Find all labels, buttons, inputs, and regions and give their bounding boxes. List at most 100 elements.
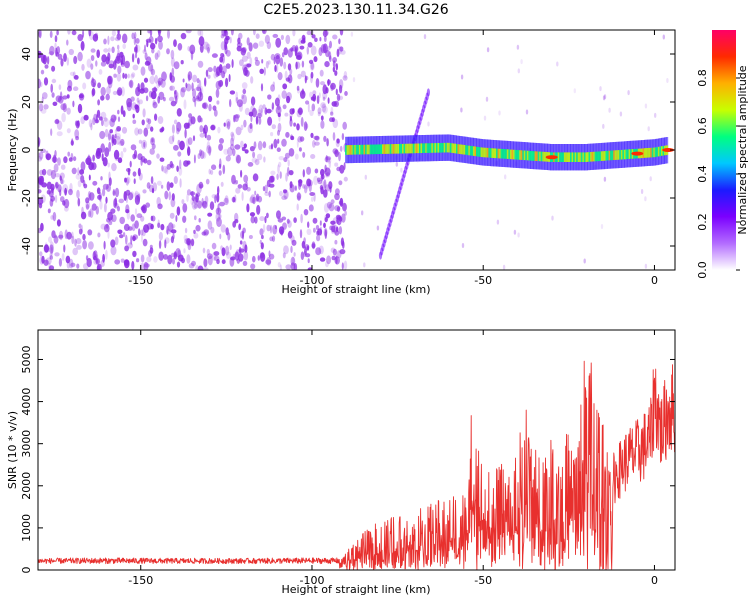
speckle [233, 114, 239, 122]
speckle [249, 122, 253, 129]
speckle [249, 146, 255, 152]
speckle [156, 180, 162, 186]
speckle [326, 255, 332, 265]
speckle [180, 86, 187, 93]
speckle [331, 255, 336, 261]
speckle [110, 114, 117, 123]
speckle [119, 234, 124, 239]
speckle [96, 187, 101, 195]
speckle [111, 30, 116, 37]
speckle [283, 47, 289, 56]
speckle [117, 65, 122, 75]
speckle [334, 162, 339, 167]
speckle [324, 164, 327, 173]
speckle [95, 113, 99, 124]
speckle [59, 189, 62, 197]
speckle [191, 82, 194, 92]
speckle [275, 105, 282, 115]
band-core [650, 147, 653, 158]
speckle [157, 50, 161, 58]
speckle [112, 90, 118, 96]
speckle [486, 47, 490, 53]
band-core [405, 143, 408, 154]
speckle [44, 242, 48, 251]
speckle [307, 267, 313, 270]
speckle [608, 107, 611, 113]
band-core [459, 144, 462, 154]
speckle [55, 194, 58, 203]
band-core [432, 143, 436, 153]
speckle [254, 159, 260, 166]
y-tick-label: 4000 [20, 388, 33, 416]
speckle [216, 217, 222, 228]
speckle [138, 228, 141, 237]
band-core [355, 144, 359, 155]
speckle [300, 251, 305, 260]
speckle [237, 184, 243, 189]
speckle [54, 35, 58, 43]
speckle [114, 187, 120, 198]
speckle [262, 104, 266, 109]
speckle [262, 141, 267, 149]
speckle [100, 223, 107, 230]
speckle [187, 46, 191, 52]
speckle [130, 73, 135, 79]
speckle [315, 78, 320, 88]
speckle [343, 71, 348, 79]
band-core [533, 151, 536, 161]
speckle [336, 217, 339, 225]
band-core [653, 147, 656, 158]
speckle [157, 222, 161, 229]
speckle [222, 164, 226, 175]
speckle [255, 33, 260, 39]
speckle [662, 34, 665, 40]
band-core [642, 148, 646, 158]
band-core [560, 152, 564, 162]
speckle [150, 68, 156, 76]
speckle [119, 51, 124, 58]
speckle [116, 52, 121, 62]
speckle [326, 138, 329, 147]
spectrogram-axes: -150 -100 -50 0 -40 -20 0 20 40 [20, 30, 675, 287]
speckle [129, 160, 132, 168]
speckle [65, 255, 71, 264]
speckle [156, 153, 160, 159]
speckle [177, 151, 182, 157]
speckle [272, 33, 279, 38]
speckle [270, 84, 275, 92]
speckle [117, 116, 121, 122]
speckle [125, 176, 131, 184]
speckle [295, 44, 299, 54]
speckle [193, 154, 196, 164]
speckle [219, 56, 224, 63]
speckle [102, 253, 105, 263]
speckle [88, 174, 91, 181]
speckle [187, 122, 190, 129]
speckle [249, 196, 255, 204]
speckle [67, 30, 71, 35]
speckle [214, 194, 217, 204]
band-core [366, 144, 370, 155]
speckle [62, 184, 69, 194]
speckle [132, 250, 137, 258]
band-core [431, 143, 434, 153]
band-core [503, 149, 507, 159]
band-core [365, 144, 368, 155]
speckle [647, 126, 650, 132]
speckle [217, 185, 220, 195]
speckle [267, 60, 271, 65]
band-core [460, 144, 464, 155]
speckle [273, 56, 276, 65]
speckle [328, 51, 332, 60]
speckle [52, 211, 57, 222]
speckle [269, 236, 274, 242]
speckle [64, 187, 67, 196]
speckle [76, 263, 80, 269]
speckle [54, 173, 61, 178]
speckle [48, 236, 52, 243]
band-core [417, 143, 421, 154]
speckle [282, 252, 286, 259]
speckle [140, 66, 146, 76]
speckle [303, 209, 309, 216]
speckle [238, 102, 243, 112]
